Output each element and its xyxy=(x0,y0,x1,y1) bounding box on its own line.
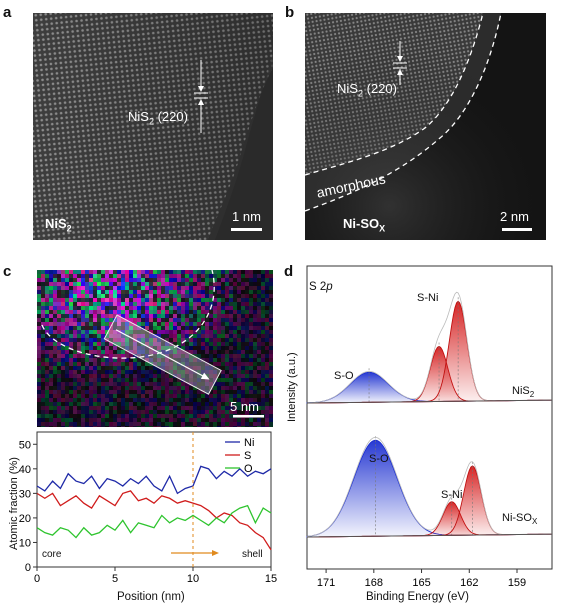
scale-bar-a xyxy=(231,228,262,231)
peak-label-so-nis2: S-O xyxy=(334,370,354,382)
xps-svg: 171 168 165 162 159 xyxy=(306,265,553,589)
line-profile-chart: 0 5 10 15 0 10 20 30 40 50 Ni S O Atomic fraction (%… xyxy=(0,428,280,611)
scale-label-b: 2 nm xyxy=(500,209,529,224)
series-line-ni xyxy=(36,465,272,495)
line-profile-x-axis-label: Position (nm) xyxy=(117,591,185,603)
peak-label-sni-nisox: S-Ni xyxy=(441,489,463,501)
peak-label-so-nisox: S-O xyxy=(369,453,389,465)
series-line-s xyxy=(36,490,272,551)
shell-label: shell xyxy=(242,549,263,560)
x-tick-label: 0 xyxy=(34,573,40,585)
xps-x-axis-label: Binding Energy (eV) xyxy=(366,591,469,603)
scale-label-a: 1 nm xyxy=(232,209,261,224)
scale-bar-b xyxy=(502,228,532,231)
xps-x-tick-label: 168 xyxy=(365,577,383,589)
core-shell-boundary xyxy=(41,270,215,359)
core-label: core xyxy=(42,549,62,560)
legend-label-ni: Ni xyxy=(244,437,254,449)
xps-baseline-1 xyxy=(306,533,553,538)
scale-bar-c xyxy=(233,415,264,418)
plane-label-a: NiS2 (220) xyxy=(128,109,188,127)
eds-map: 5 nm xyxy=(37,270,273,427)
y-tick-label: 0 xyxy=(25,562,31,574)
tem-image-nis2: NiS2 (220) NiS2 1 nm xyxy=(33,13,273,240)
y-tick-label: 20 xyxy=(19,513,31,525)
xps-x-tick-label: 162 xyxy=(460,577,478,589)
material-label-a: NiS2 xyxy=(45,216,72,234)
xps-frame xyxy=(306,265,553,570)
y-tick-label: 10 xyxy=(19,537,31,549)
xps-chart: 171 168 165 162 159 S 2p S-O S-Ni S-O S-Ni N… xyxy=(282,262,561,611)
y-tick-label: 50 xyxy=(19,439,31,451)
core-to-shell-arrowhead xyxy=(212,550,219,556)
peak-label-sni-nis2: S-Ni xyxy=(417,292,439,304)
crystal-boundary-inner xyxy=(305,13,484,176)
panel-label-a: a xyxy=(3,4,12,21)
plane-label-b: NiS2 (220) xyxy=(337,81,397,99)
panel-label-d: d xyxy=(284,263,294,280)
xps-x-tick-label: 159 xyxy=(508,577,526,589)
trace-label-nis2: NiS2 xyxy=(512,385,535,400)
panel-label-c: c xyxy=(3,263,12,280)
xps-x-tick-label: 171 xyxy=(317,577,335,589)
material-label-b: Ni-SOX xyxy=(343,216,386,234)
crystal-boundary-outer xyxy=(305,13,502,212)
x-tick-label: 5 xyxy=(112,573,118,585)
tem-image-ni-sox: NiS2 (220) amorphous Ni-SOX 2 nm xyxy=(305,13,546,240)
xps-baseline-0 xyxy=(306,399,553,404)
y-tick-label: 40 xyxy=(19,464,31,476)
line-profile-y-axis-label: Atomic fraction (%) xyxy=(8,457,20,550)
panel-label-b: b xyxy=(285,4,295,21)
line-profile-frame xyxy=(36,431,272,568)
xps-x-tick-label: 165 xyxy=(412,577,430,589)
xps-y-axis-label: Intensity (a.u.) xyxy=(286,352,298,422)
xps-title: S 2p xyxy=(309,281,333,293)
x-tick-label: 15 xyxy=(265,573,277,585)
eds-map-canvas xyxy=(37,270,273,427)
line-scan-box xyxy=(103,314,222,395)
y-tick-label: 30 xyxy=(19,488,31,500)
trace-label-nisox: Ni-SOX xyxy=(502,512,538,527)
tem-lattice-ni-sox xyxy=(305,13,546,240)
x-tick-label: 10 xyxy=(187,573,199,585)
tem-lattice-nis2 xyxy=(33,13,273,240)
legend-label-o: O xyxy=(244,463,253,475)
legend-label-s: S xyxy=(244,450,251,462)
scale-label-c: 5 nm xyxy=(230,399,259,414)
series-line-o xyxy=(36,504,272,539)
